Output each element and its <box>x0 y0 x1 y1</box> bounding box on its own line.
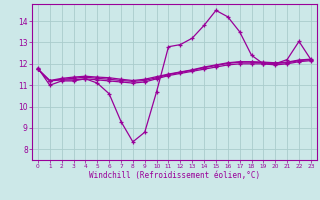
X-axis label: Windchill (Refroidissement éolien,°C): Windchill (Refroidissement éolien,°C) <box>89 171 260 180</box>
